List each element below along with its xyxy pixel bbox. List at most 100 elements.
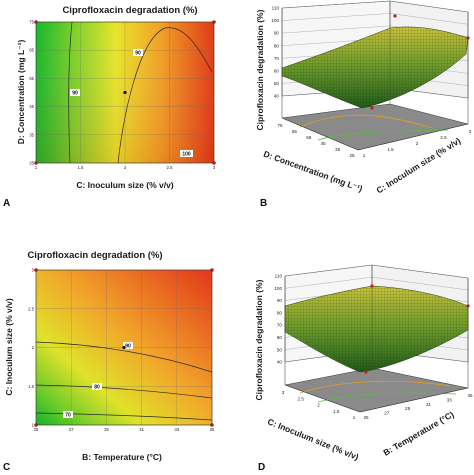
panel-d-z-tick-0: 40 <box>277 360 283 365</box>
panel-a-y-tick-4: 65 <box>29 48 34 53</box>
panel-d-wall-grid-right-7 <box>371 264 469 279</box>
panel-d-x-tick-1: 2.5 <box>298 396 305 401</box>
panel-b-y-tick-1: 1.5 <box>387 147 394 152</box>
panel-a-contour-90-right <box>117 27 213 164</box>
panel-a-x-tick-1: 1.5 <box>78 165 84 170</box>
panel-c-xlabel: B: Temperature (°C) <box>82 452 162 462</box>
panel-a-design-point <box>123 90 127 95</box>
panel-b-wall-grid-right-6 <box>389 13 469 25</box>
panel-d-point-1 <box>370 284 374 288</box>
panel-b-y-tick-3: 2.5 <box>440 135 447 140</box>
panel-d-y-tick-3: 31 <box>426 402 432 407</box>
panel-d-x-tick-3: 1.5 <box>333 409 340 414</box>
panel-b-wall-grid-left-6 <box>281 13 391 21</box>
panel-b-point-3 <box>370 106 374 110</box>
panel-b-y-tick-2: 2 <box>416 141 419 146</box>
panel-b-front-edge <box>281 8 469 151</box>
panel-b-z-tick-6: 100 <box>271 18 279 23</box>
panel-d-z-tick-1: 50 <box>277 347 283 352</box>
panel-b-z-tick-0: 40 <box>274 94 280 99</box>
panel-a-contour-label-box-2 <box>133 49 143 56</box>
panel-a-contour-label-2: 90 <box>135 51 141 57</box>
panel-c-contour-label-3: 70 <box>65 413 71 419</box>
panel-d-surface-wire <box>284 285 469 373</box>
panel-a-x-tick-4: 3 <box>213 165 216 170</box>
panel-c-contour-label-2: 80 <box>94 385 100 391</box>
panel-d-wall-grid-left-6 <box>284 276 373 289</box>
panel-a-contour-90-left <box>68 21 73 164</box>
panel-b-x-tick-3: 45 <box>321 141 327 146</box>
panel-c-ticks: 25 27 29 31 33 35 1 1.5 2 2.5 3 <box>28 268 215 433</box>
panel-c-contour: Ciprofloxacin degradation (%) 90 80 70 2… <box>3 250 215 473</box>
panel-c-x-tick-0: 25 <box>34 427 39 432</box>
panel-d-ylabel: B: Temperature (°C) <box>381 409 455 458</box>
panel-a-letter: A <box>3 198 10 209</box>
panel-b-y-tick-0: 1 <box>363 153 366 158</box>
panel-d-floor-contour-2 <box>317 392 457 403</box>
panel-b-z-tick-3: 70 <box>274 56 280 61</box>
panel-b-wall-grid-right-7 <box>389 0 469 13</box>
panel-c-title: Ciprofloxacin degradation (%) <box>27 250 162 261</box>
panel-c-contour-90 <box>35 341 213 373</box>
panel-d-z-tick-7: 110 <box>275 274 283 279</box>
panel-d-y-tick-1: 27 <box>384 411 390 416</box>
panel-d-y-tick-0: 25 <box>363 415 369 420</box>
panel-a-contour-label-1: 90 <box>72 91 78 97</box>
panel-c-contour-label-box-3 <box>63 411 73 418</box>
panel-c-x-tick-4: 33 <box>174 427 179 432</box>
panel-d-floor-contour-1 <box>299 380 451 394</box>
panel-c-corner-points <box>34 268 214 427</box>
panel-a-frame <box>35 21 215 164</box>
panel-c-contour-label-1: 90 <box>125 344 131 350</box>
panel-a-y-tick-1: 35 <box>29 132 34 137</box>
panel-d-letter: D <box>258 462 265 473</box>
panel-b-x-tick-1: 65 <box>292 129 298 134</box>
panel-b-wall-grid-left-5 <box>281 25 391 34</box>
panel-d-x-tick-4: 1 <box>353 415 356 420</box>
panel-b-wall-grid-left-7 <box>281 0 391 9</box>
panel-b-surface-wire <box>281 26 469 109</box>
panel-d-front-edge <box>284 276 469 413</box>
panel-c-x-tick-1: 27 <box>69 427 74 432</box>
panel-d-z-tick-4: 80 <box>277 310 283 315</box>
panel-a-x-tick-3: 2.5 <box>167 165 173 170</box>
panel-c-x-tick-5: 35 <box>210 427 215 432</box>
panel-c-contour-label-box-2 <box>92 383 102 390</box>
panel-d-x-tick-0: 3 <box>282 390 285 395</box>
panel-c-letter: C <box>3 462 10 473</box>
panel-a-y-tick-3: 55 <box>29 76 34 81</box>
panel-b-floor-contour-1 <box>299 114 433 129</box>
panel-d-xlabel: C: Inoculum size (% v/v) <box>266 416 360 462</box>
panel-a-y-tick-5: 75 <box>29 20 34 25</box>
panel-d-z-tick-3: 70 <box>277 323 283 328</box>
panel-c-y-tick-1: 1.5 <box>28 384 34 389</box>
panel-a-x-tick-2: 2 <box>124 165 127 170</box>
panel-b-point-1 <box>393 14 397 18</box>
panel-b-letter: B <box>260 198 267 209</box>
panel-c-frame <box>35 269 213 426</box>
panel-c-contour-70 <box>35 412 213 421</box>
panel-b-z-tick-4: 80 <box>274 43 280 48</box>
panel-d-y-tick-5: 35 <box>467 393 473 398</box>
panel-d-z-tick-2: 60 <box>277 335 283 340</box>
panel-a-y-tick-0: 25 <box>29 161 34 166</box>
panel-c-y-tick-0: 1 <box>32 423 35 428</box>
panel-d-z-tick-6: 100 <box>274 286 282 291</box>
panel-d-y-tick-4: 33 <box>447 397 453 402</box>
panel-a-xlabel: C: Inoculum size (% v/v) <box>76 180 173 190</box>
panel-b-y-tick-4: 3 <box>469 129 472 134</box>
panel-a-contour: Ciprofloxacin degradation (%) 90 90 100 … <box>3 5 216 209</box>
panel-d-ticks: 40 50 60 70 80 90 100 110 3 2.5 2 1.5 1 25 27 29 31 33 35 <box>274 274 473 420</box>
panel-d-x-tick-2: 2 <box>317 403 320 408</box>
panel-b-x-tick-5: 25 <box>349 153 355 158</box>
panel-a-contour-label-3: 100 <box>182 152 191 158</box>
panel-b-ticks: 40 50 60 70 80 90 100 110 75 65 55 45 35 25 1 1.5 2 2.5 3 <box>271 6 471 158</box>
panel-b-ylabel: C: Inoculum size (% v/v) <box>375 135 463 195</box>
panel-b-z-tick-7: 110 <box>272 6 280 11</box>
panel-a-contour-label-box-1 <box>70 89 80 96</box>
panel-b-x-tick-0: 75 <box>277 123 283 128</box>
panel-a-contour-label-box-3 <box>180 150 193 157</box>
panel-a-title: Ciprofloxacin degradation (%) <box>62 5 197 16</box>
